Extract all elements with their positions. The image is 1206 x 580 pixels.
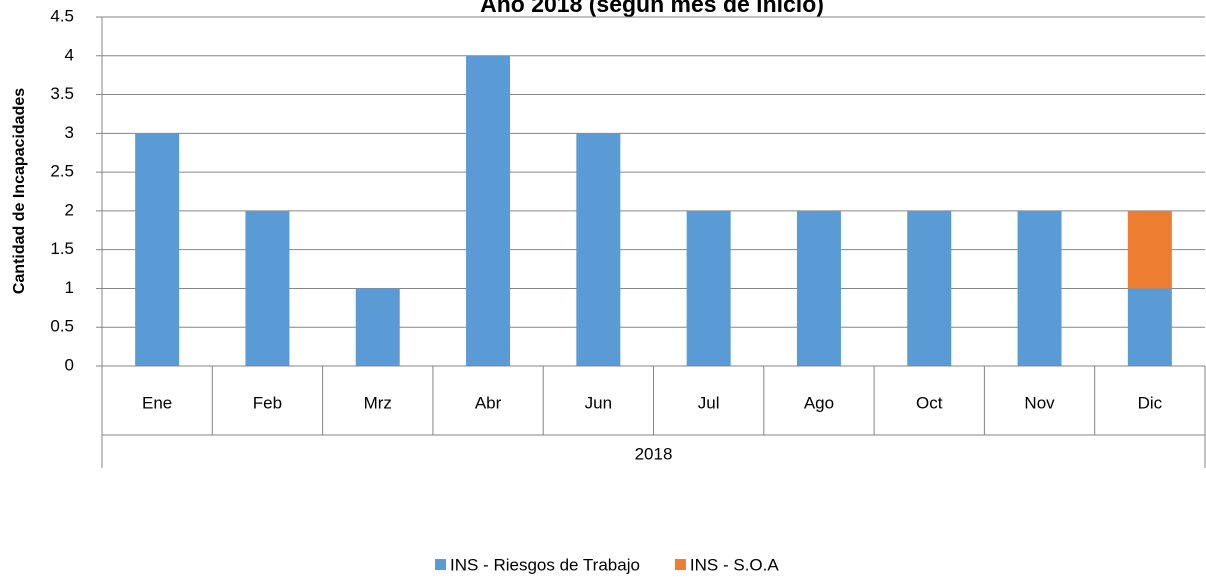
bar-segment [135, 133, 180, 366]
y-tick-label: 0 [65, 355, 74, 374]
group-label: 2018 [635, 444, 673, 463]
x-tick-label: Abr [475, 393, 502, 412]
x-tick-label: Jun [585, 393, 612, 412]
y-tick-label: 2.5 [50, 162, 74, 181]
x-tick-label: Nov [1024, 393, 1055, 412]
bar-segment [576, 133, 621, 366]
bar-segment [466, 55, 511, 367]
y-tick-label: 4.5 [50, 6, 74, 25]
y-tick-label: 3.5 [50, 84, 74, 103]
y-tick-label: 2 [65, 200, 74, 219]
legend-label: INS - Riesgos de Trabajo [450, 555, 640, 574]
x-tick-label: Ago [804, 393, 834, 412]
bar-segment [1127, 288, 1172, 366]
bar-segment [907, 210, 952, 366]
bar-segment [1127, 210, 1172, 289]
x-tick-label: Ene [142, 393, 172, 412]
x-tick-label: Jul [698, 393, 720, 412]
bar-segment [796, 210, 841, 366]
bar-segment [1017, 210, 1062, 366]
x-tick-label: Dic [1138, 393, 1163, 412]
bar-segment [355, 288, 400, 366]
x-tick-label: Oct [916, 393, 943, 412]
bar-segment [686, 210, 731, 366]
legend-label: INS - S.O.A [690, 555, 779, 574]
legend-swatch [674, 559, 686, 570]
y-tick-label: 4 [65, 45, 74, 64]
y-axis-label: Cantidad de Incapacidades [11, 88, 28, 294]
y-tick-label: 1 [65, 278, 74, 297]
bar-segment [245, 210, 290, 366]
x-tick-label: Feb [253, 393, 282, 412]
y-tick-label: 3 [65, 123, 74, 142]
chart-title: Año 2018 (según mes de inicio) [480, 0, 824, 17]
legend-swatch [435, 559, 446, 570]
x-tick-label: Mrz [364, 393, 392, 412]
y-tick-label: 1.5 [50, 239, 74, 258]
y-tick-label: 0.5 [50, 317, 74, 336]
